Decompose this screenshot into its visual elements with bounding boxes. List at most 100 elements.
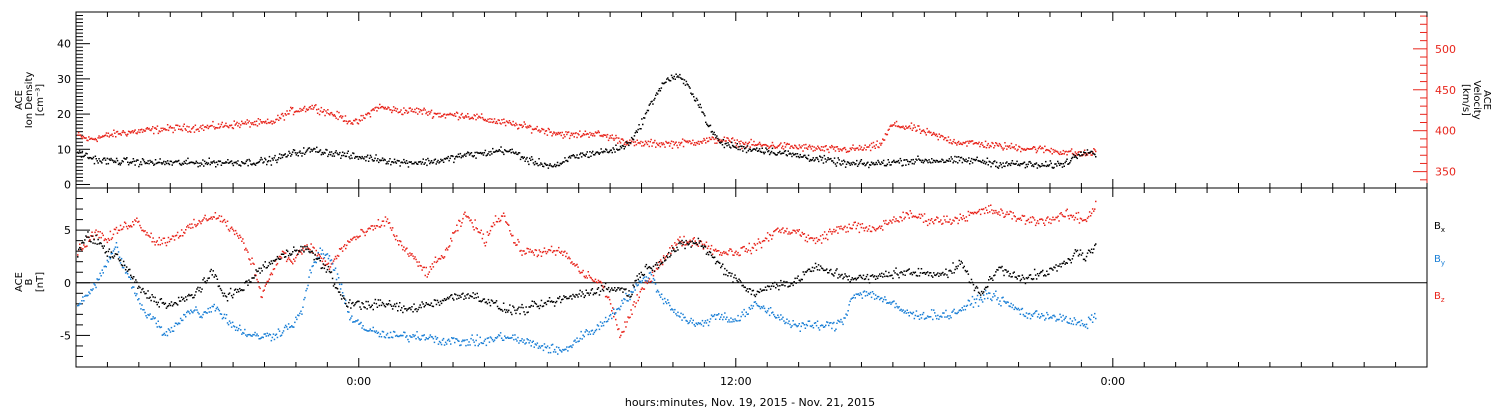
data-point-ion-density [456, 156, 459, 158]
data-point-bz [818, 239, 821, 241]
data-point-bz [930, 218, 933, 220]
data-point-velocity [861, 149, 864, 151]
data-point-velocity [166, 124, 169, 126]
data-point-by [983, 298, 986, 300]
data-point-by [393, 331, 396, 333]
data-point-ion-density [751, 149, 753, 152]
data-point-velocity [836, 146, 839, 148]
data-point-velocity [391, 111, 393, 114]
data-point-bx [344, 298, 346, 300]
data-point-by [855, 293, 857, 295]
data-point-velocity [333, 114, 336, 116]
data-point-ion-density [546, 164, 549, 166]
data-point-velocity [812, 150, 814, 152]
data-point-bz [175, 234, 178, 237]
data-point-by [887, 302, 889, 304]
data-point-velocity [337, 118, 339, 121]
data-point-velocity [79, 134, 82, 136]
data-point-ion-density [505, 150, 508, 153]
data-point-bz [390, 229, 393, 231]
data-point-velocity [278, 119, 280, 121]
data-point-by [368, 330, 370, 332]
data-point-by [1005, 302, 1007, 304]
data-point-ion-density [417, 163, 419, 165]
data-point-bx [165, 307, 168, 309]
data-point-velocity [973, 142, 976, 145]
data-point-velocity [873, 145, 876, 147]
data-point-ion-density [1077, 153, 1079, 156]
data-point-ion-density [155, 162, 158, 165]
data-point-velocity [966, 145, 968, 147]
data-point-ion-density [478, 152, 480, 154]
data-point-bz [479, 232, 481, 234]
data-point-velocity [291, 107, 294, 109]
data-point-by [858, 294, 861, 296]
data-point-by [189, 312, 191, 315]
data-point-velocity [764, 143, 766, 146]
data-point-by [79, 302, 81, 305]
data-point-velocity [151, 128, 153, 130]
data-point-by [940, 315, 942, 317]
data-point-bx [224, 295, 227, 297]
data-point-velocity [598, 131, 600, 134]
data-point-ion-density [1020, 163, 1022, 165]
data-point-velocity [555, 132, 558, 134]
data-point-velocity [462, 116, 464, 118]
data-point-by [81, 300, 83, 302]
data-point-bx [436, 299, 439, 302]
data-point-velocity [927, 131, 929, 133]
data-point-ion-density [373, 159, 375, 162]
data-point-bx [574, 296, 576, 298]
data-point-ion-density [408, 161, 411, 163]
data-point-bz [712, 249, 715, 251]
data-point-velocity [240, 124, 242, 126]
data-point-ion-density [1036, 167, 1039, 169]
data-point-by [733, 320, 735, 323]
data-point-bz [566, 252, 568, 255]
data-point-bz [241, 240, 243, 242]
data-point-ion-density [316, 151, 319, 153]
velocity-axis-title: ACE Velocity [km/s] [1460, 80, 1492, 119]
data-point-velocity [216, 127, 219, 129]
data-point-ion-density [156, 162, 159, 164]
data-point-velocity [625, 144, 627, 146]
data-point-velocity [1006, 148, 1008, 150]
data-point-velocity [841, 149, 843, 152]
data-point-velocity [520, 124, 523, 126]
data-point-ion-density [731, 141, 733, 144]
data-point-bx [463, 298, 465, 300]
data-point-bx [162, 301, 165, 304]
data-point-bz [922, 221, 925, 223]
data-point-by [1095, 317, 1097, 320]
data-point-bx [479, 300, 481, 302]
data-point-ion-density [959, 157, 962, 159]
data-point-velocity [260, 121, 262, 123]
data-point-velocity [566, 133, 568, 136]
data-point-bz [152, 237, 154, 239]
data-point-bx [617, 287, 619, 289]
data-point-velocity [612, 137, 614, 140]
data-point-velocity [342, 120, 345, 122]
data-point-by [899, 309, 901, 312]
data-point-ion-density [706, 124, 709, 127]
data-point-bz [348, 241, 350, 243]
data-point-bz [869, 230, 872, 233]
data-point-bz [188, 226, 190, 229]
data-point-velocity [153, 127, 156, 129]
data-point-velocity [479, 116, 481, 118]
data-point-ion-density [328, 153, 330, 156]
data-point-by [639, 280, 641, 283]
data-point-velocity [691, 142, 693, 144]
data-point-by [1039, 317, 1041, 319]
data-point-bz [362, 230, 364, 233]
data-point-velocity [1010, 142, 1013, 145]
data-point-by [314, 261, 316, 263]
data-point-by [199, 316, 201, 318]
data-point-bx [226, 300, 229, 302]
data-point-velocity [451, 113, 453, 116]
data-point-velocity [318, 113, 321, 116]
data-point-by [979, 296, 982, 299]
data-point-bx [381, 301, 384, 304]
data-point-ion-density [105, 163, 108, 165]
data-point-ion-density [1050, 162, 1052, 165]
